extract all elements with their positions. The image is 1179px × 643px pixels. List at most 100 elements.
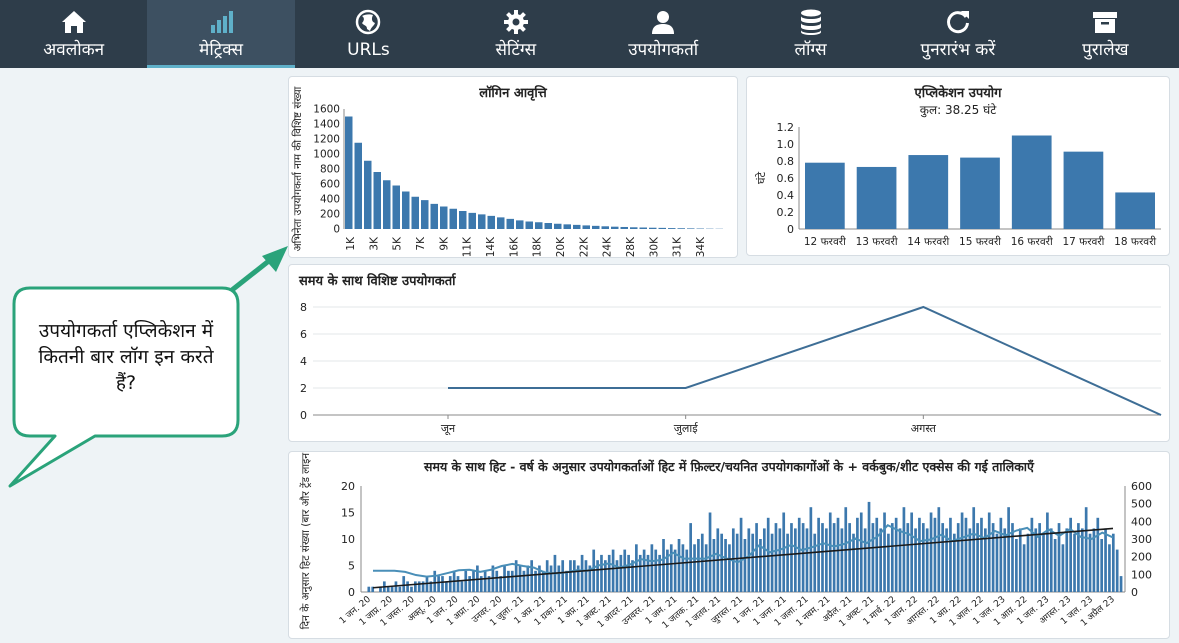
bar xyxy=(724,539,727,592)
bar xyxy=(908,155,949,229)
bar xyxy=(620,226,628,229)
nav-item-urls[interactable]: URLs xyxy=(295,0,442,68)
nav-item-overview[interactable]: अवलोकन xyxy=(0,0,147,68)
y-tick-label: 8 xyxy=(300,301,307,314)
bar xyxy=(459,211,467,229)
bar xyxy=(956,523,960,592)
bar xyxy=(720,533,724,592)
bar xyxy=(654,549,658,592)
y-tick-label: 0 xyxy=(333,224,340,236)
y-tick-label: 1200 xyxy=(313,134,340,146)
bar xyxy=(479,576,483,592)
bar xyxy=(1018,528,1022,592)
bar xyxy=(751,533,755,592)
y2-tick-label: 300 xyxy=(1131,533,1152,546)
bar xyxy=(689,523,692,592)
bar xyxy=(1073,533,1076,592)
globe-icon xyxy=(356,9,381,35)
nav-item-metrics[interactable]: मेट्रिक्स xyxy=(147,0,296,68)
bar xyxy=(836,517,840,592)
bar xyxy=(697,539,700,592)
nav-item-restart[interactable]: पुनरारंभ करें xyxy=(884,0,1031,68)
bar xyxy=(549,565,553,592)
bar xyxy=(584,560,588,592)
bar xyxy=(596,560,599,592)
bar xyxy=(902,507,906,592)
bar xyxy=(600,554,603,592)
bar xyxy=(441,576,444,592)
bar xyxy=(483,570,487,592)
bar xyxy=(933,517,937,592)
nav-item-logs[interactable]: लॉग्स xyxy=(737,0,884,68)
gear-icon xyxy=(503,10,528,34)
bar xyxy=(506,218,514,229)
bar xyxy=(588,565,592,592)
refresh-icon xyxy=(947,11,969,34)
bar xyxy=(825,528,828,592)
bar xyxy=(468,576,471,592)
bar xyxy=(790,523,793,592)
bar xyxy=(1080,528,1084,592)
nav-item-archive[interactable]: पुरालेख xyxy=(1032,0,1179,68)
y-tick-label: 0.2 xyxy=(777,206,795,219)
bar xyxy=(390,586,394,592)
bar xyxy=(611,226,619,229)
x-tick-label: जुलाई xyxy=(674,422,699,435)
bar xyxy=(1011,523,1014,592)
y2-tick-label: 600 xyxy=(1131,480,1152,493)
bar xyxy=(411,196,419,229)
bar xyxy=(487,576,491,592)
bar xyxy=(495,570,499,592)
bar xyxy=(615,560,619,592)
bar xyxy=(522,570,526,592)
nav-label: सेटिंग्स xyxy=(495,40,537,60)
bar xyxy=(398,586,402,592)
bar xyxy=(1111,533,1115,592)
bar xyxy=(478,214,486,229)
bar xyxy=(1092,528,1096,592)
bar xyxy=(1022,544,1026,592)
bar xyxy=(638,554,642,592)
bar xyxy=(677,539,681,592)
x-tick-label: 28K xyxy=(625,236,637,257)
bar xyxy=(530,560,534,592)
bar xyxy=(782,512,786,592)
bar xyxy=(859,512,863,592)
bar xyxy=(572,560,576,592)
y2-tick-label: 0 xyxy=(1131,586,1138,599)
bar xyxy=(421,200,429,229)
x-tick-label: 22K xyxy=(578,236,590,257)
app-usage-chart: 0 0.2 0.4 0.6 0.8 1.0 1.2 12 फरवरी 13 फरवरी 14 फर… xyxy=(755,121,1161,248)
bar xyxy=(402,576,406,592)
bar xyxy=(1015,539,1018,592)
panel-subtitle: कुल: 38.25 घंटे xyxy=(919,103,997,117)
bar xyxy=(852,533,855,592)
bar xyxy=(541,570,545,592)
nav-label: उपयोगकर्ता xyxy=(628,40,699,60)
nav-item-settings[interactable]: सेटिंग्स xyxy=(442,0,589,68)
bar xyxy=(747,528,751,592)
user-icon xyxy=(652,11,675,34)
nav-label: पुनरारंभ करें xyxy=(920,40,996,60)
x-tick-label: 12 फरवरी xyxy=(804,235,846,248)
bar xyxy=(984,528,987,592)
bar xyxy=(879,528,882,592)
nav-label: पुरालेख xyxy=(1082,40,1129,60)
bar xyxy=(367,586,371,592)
bar xyxy=(949,517,952,592)
nav-item-users[interactable]: उपयोगकर्ता xyxy=(590,0,737,68)
bar xyxy=(700,533,704,592)
bar xyxy=(770,533,774,592)
bar xyxy=(1065,528,1069,592)
y-tick-label: 10 xyxy=(341,533,355,546)
bar xyxy=(995,533,999,592)
bar xyxy=(673,549,677,592)
y-tick-label: 0 xyxy=(348,586,355,599)
bar xyxy=(658,554,661,592)
bar-chart-icon xyxy=(211,11,234,33)
bar xyxy=(875,517,879,592)
bar xyxy=(708,512,712,592)
bar xyxy=(848,523,851,592)
bar xyxy=(1042,533,1045,592)
bar xyxy=(630,227,638,229)
